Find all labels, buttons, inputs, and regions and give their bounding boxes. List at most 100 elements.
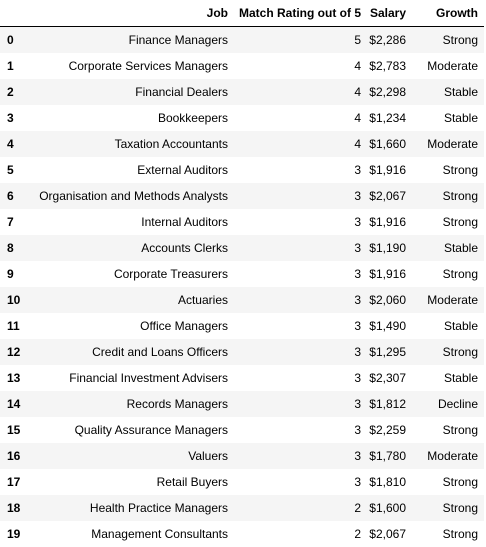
job-column-header: Job [32,0,234,27]
salary-column-header: Salary [367,0,412,27]
table-row: 7 Internal Auditors 3 $1,916 Strong [0,208,484,235]
table-row: 4 Taxation Accountants 4 $1,660 Moderate [0,130,484,157]
rating-cell: 3 [354,448,361,463]
row-index: 16 [7,448,21,463]
growth-cell: Strong [442,32,478,47]
salary-cell: $1,190 [369,240,406,255]
rating-cell: 4 [354,84,361,99]
salary-cell: $2,307 [369,370,406,385]
salary-cell: $1,812 [369,396,406,411]
salary-cell: $2,067 [369,526,406,541]
salary-cell: $2,259 [369,422,406,437]
index-column-header [0,0,32,27]
rating-cell: 3 [354,474,361,489]
job-cell: Records Managers [126,396,228,411]
job-cell: Financial Investment Advisers [69,370,228,385]
growth-cell: Moderate [427,136,478,151]
row-index: 12 [7,344,21,359]
job-cell: Quality Assurance Managers [74,422,228,437]
salary-cell: $2,286 [369,32,406,47]
row-index: 4 [7,136,14,151]
job-cell: Corporate Treasurers [113,266,228,281]
rating-cell: 2 [354,500,361,515]
table-row: 19 Management Consultants 2 $2,067 Strong [0,520,484,547]
job-cell: Retail Buyers [156,474,228,489]
job-cell: Accounts Clerks [141,240,228,255]
row-index: 13 [7,370,21,385]
job-cell: Actuaries [177,292,228,307]
rating-cell: 2 [354,526,361,541]
table-body: 0 Finance Managers 5 $2,286 Strong 1 Corporate… [0,26,484,547]
growth-cell: Moderate [427,448,478,463]
growth-cell: Strong [442,188,478,203]
table-row: 15 Quality Assurance Managers 3 $2,259 Stron… [0,416,484,443]
job-cell: Management Consultants [91,526,228,541]
table-row: 3 Bookkeepers 4 $1,234 Stable [0,104,484,131]
row-index: 17 [7,474,21,489]
rating-cell: 4 [354,136,361,151]
rating-cell: 3 [354,370,361,385]
table-row: 10 Actuaries 3 $2,060 Moderate [0,286,484,313]
row-index: 9 [7,266,14,281]
table-row: 0 Finance Managers 5 $2,286 Strong [0,26,484,53]
job-cell: Financial Dealers [135,84,228,99]
table-row: 5 External Auditors 3 $1,916 Strong [0,156,484,183]
growth-cell: Decline [437,396,478,411]
table-row: 8 Accounts Clerks 3 $1,190 Stable [0,234,484,261]
growth-cell: Strong [442,214,478,229]
job-cell: Organisation and Methods Analysts [39,188,228,203]
row-index: 0 [7,32,14,47]
rating-cell: 3 [354,422,361,437]
row-index: 6 [7,188,14,203]
growth-cell: Stable [443,84,478,99]
job-cell: Office Managers [140,318,228,333]
job-cell: Finance Managers [128,32,228,47]
salary-cell: $1,780 [369,448,406,463]
row-index: 2 [7,84,14,99]
table-row: 9 Corporate Treasurers 3 $1,916 Strong [0,260,484,287]
rating-cell: 3 [354,266,361,281]
table-row: 6 Organisation and Methods Analysts 3 $2,06… [0,182,484,209]
table-row: 2 Financial Dealers 4 $2,298 Stable [0,78,484,105]
growth-column-header: Growth [412,0,484,27]
salary-cell: $1,916 [369,162,406,177]
row-index: 10 [7,292,21,307]
table-row: 1 Corporate Services Managers 4 $2,783 Moder… [0,52,484,79]
job-cell: External Auditors [137,162,228,177]
salary-cell: $2,060 [369,292,406,307]
salary-cell: $2,298 [369,84,406,99]
rating-cell: 3 [354,188,361,203]
row-index: 19 [7,526,21,541]
job-cell: Taxation Accountants [114,136,228,151]
salary-cell: $1,916 [369,266,406,281]
rating-cell: 3 [354,344,361,359]
job-cell: Valuers [188,448,228,463]
rating-cell: 3 [354,318,361,333]
rating-cell: 3 [354,214,361,229]
rating-cell: 4 [354,110,361,125]
growth-cell: Moderate [427,58,478,73]
row-index: 18 [7,500,21,515]
growth-cell: Stable [443,318,478,333]
rating-cell: 3 [354,292,361,307]
salary-cell: $1,295 [369,344,406,359]
row-index: 8 [7,240,14,255]
table-row: 11 Office Managers 3 $1,490 Stable [0,312,484,339]
row-index: 3 [7,110,14,125]
row-index: 1 [7,58,14,73]
salary-cell: $1,490 [369,318,406,333]
salary-cell: $1,660 [369,136,406,151]
job-cell: Internal Auditors [141,214,228,229]
job-cell: Health Practice Managers [89,500,228,515]
table-row: 14 Records Managers 3 $1,812 Decline [0,390,484,417]
growth-cell: Stable [443,370,478,385]
row-index: 7 [7,214,14,229]
salary-cell: $1,810 [369,474,406,489]
rating-cell: 5 [354,32,361,47]
row-index: 14 [7,396,21,411]
rating-cell: 3 [354,240,361,255]
growth-cell: Strong [442,474,478,489]
row-index: 15 [7,422,21,437]
job-cell: Corporate Services Managers [68,58,228,73]
